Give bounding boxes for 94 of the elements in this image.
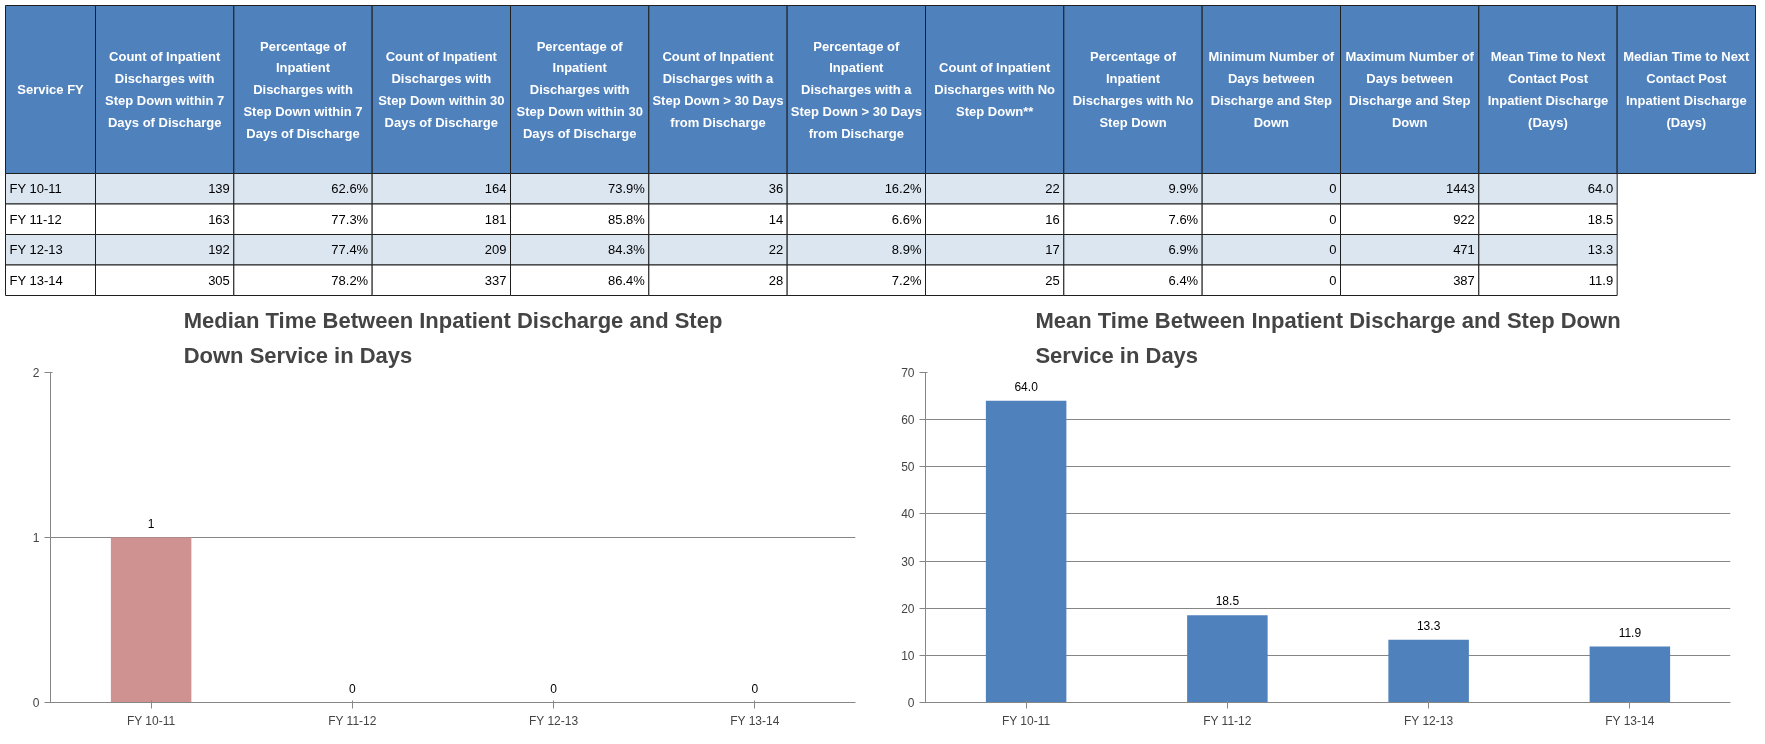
y-tick-label: 40: [901, 507, 915, 522]
y-tick-label: 70: [901, 366, 915, 380]
category-label: Count of Inpatient Discharges with Step Down within 30 Days of Discharge: [378, 49, 505, 130]
y-tick-label: 20: [901, 601, 915, 616]
text: 84.3%: [607, 242, 645, 258]
text: 22: [1045, 181, 1060, 197]
text: 1443: [1445, 181, 1475, 197]
text: 0: [1329, 272, 1337, 288]
text: 16.2%: [884, 181, 922, 197]
category-label: Percentage of Inpatient Discharges with Step Down within 30 Days of Discharge: [516, 38, 643, 141]
text: FY 13-14: [9, 272, 63, 288]
y-tick-label: 1: [32, 531, 40, 545]
text: 0: [1329, 211, 1337, 227]
x-tick-label: FY 10-11: [1001, 713, 1051, 728]
text: 471: [1453, 242, 1475, 258]
text: 14: [768, 211, 784, 227]
text: 77.4%: [331, 242, 369, 258]
data-label: 11.9: [1618, 625, 1642, 640]
text: 305: [208, 272, 230, 288]
category-label: Percentage of Inpatient Discharges with a Step Down > 30 Days from Discharge: [790, 38, 922, 141]
text: 192: [208, 242, 230, 258]
bar: [1388, 639, 1469, 703]
text: 25: [1045, 272, 1060, 288]
text: 86.4%: [607, 272, 645, 288]
text: 0: [1329, 181, 1337, 197]
x-tick-label: FY 13-14: [1605, 713, 1655, 728]
category-label: Mean Time to Next Contact Post Inpatient Discharge (Days): [1487, 49, 1609, 130]
text: 9.9%: [1168, 181, 1199, 197]
category-label: Maximum Number of Days between Discharge and Step Down: [1345, 49, 1475, 130]
data-label: 64.0: [1014, 379, 1039, 394]
x-tick-label: FY 11-12: [1203, 713, 1252, 728]
text: 163: [208, 211, 230, 227]
text: 0: [1329, 242, 1337, 258]
data-label: 1: [147, 516, 155, 531]
text: 181: [484, 211, 507, 227]
text: 7.6%: [1168, 211, 1199, 227]
y-tick-label: 60: [901, 413, 915, 428]
data-label: 0: [550, 681, 558, 696]
text: FY 10-11: [9, 181, 62, 197]
data-label: 0: [349, 681, 357, 696]
text: 164: [484, 181, 507, 197]
category-label: Count of Inpatient Discharges with No Step Down**: [934, 60, 1056, 119]
x-tick-label: FY 12-13: [528, 713, 579, 728]
x-tick-label: FY 10-11: [126, 713, 176, 728]
text: 22: [768, 242, 784, 258]
chart-title: Median Time Between Inpatient Discharge and Step Down Service in Days: [183, 307, 723, 368]
y-tick-label: 50: [901, 460, 915, 475]
text: 77.3%: [331, 211, 369, 227]
category-label: Service FY: [17, 82, 85, 97]
text: 64.0: [1587, 181, 1614, 197]
text: 11.9: [1588, 272, 1614, 288]
category-label: Count of Inpatient Discharges with a Step Down > 30 Days from Discharge: [652, 49, 784, 130]
category-label: Minimum Number of Days between Discharge and Step Down: [1208, 49, 1335, 130]
text: 6.9%: [1168, 242, 1199, 258]
data-label: 18.5: [1215, 594, 1240, 609]
text: 18.5: [1587, 211, 1614, 227]
category-label: Percentage of Inpatient Discharges with Step Down within 7 Days of Discharge: [243, 38, 363, 141]
bar: [1589, 646, 1671, 703]
text: 73.9%: [607, 181, 645, 197]
y-tick-label: 2: [32, 366, 40, 380]
text: 17: [1045, 242, 1060, 258]
chart-title: Mean Time Between Inpatient Discharge and Step Down Service in Days: [1035, 307, 1621, 368]
y-tick-label: 10: [901, 648, 915, 663]
text: 16: [1045, 211, 1060, 227]
data-label: 13.3: [1416, 618, 1441, 633]
category-label: Median Time to Next Contact Post Inpatient Discharge (Days): [1623, 49, 1751, 130]
text: 6.6%: [891, 211, 922, 227]
x-tick-label: FY 12-13: [1403, 713, 1454, 728]
text: 13.3: [1587, 242, 1614, 258]
bar: [1187, 615, 1268, 703]
text: FY 12-13: [9, 242, 63, 258]
category-label: Count of Inpatient Discharges with Step Down within 7 Days of Discharge: [105, 49, 225, 130]
y-tick-label: 30: [901, 554, 915, 569]
text: 85.8%: [607, 211, 645, 227]
text: 7.2%: [891, 272, 922, 288]
x-tick-label: FY 11-12: [328, 713, 377, 728]
text: 209: [484, 242, 507, 258]
y-tick-label: 0: [907, 696, 915, 710]
text: FY 11-12: [9, 211, 62, 227]
text: 387: [1453, 272, 1475, 288]
text: 922: [1453, 211, 1475, 227]
text: 8.9%: [891, 242, 922, 258]
data-label: 0: [751, 681, 759, 696]
text: 36: [768, 181, 784, 197]
category-label: Percentage of Inpatient Discharges with No Step Down: [1072, 49, 1194, 130]
text: 6.4%: [1168, 272, 1199, 288]
x-tick-label: FY 13-14: [730, 713, 780, 728]
text: 337: [484, 272, 507, 288]
text: 62.6%: [331, 181, 369, 197]
text: 28: [768, 272, 784, 288]
bar: [985, 400, 1067, 703]
text: 78.2%: [331, 272, 369, 288]
y-tick-label: 0: [32, 696, 40, 710]
text: 139: [208, 181, 230, 197]
